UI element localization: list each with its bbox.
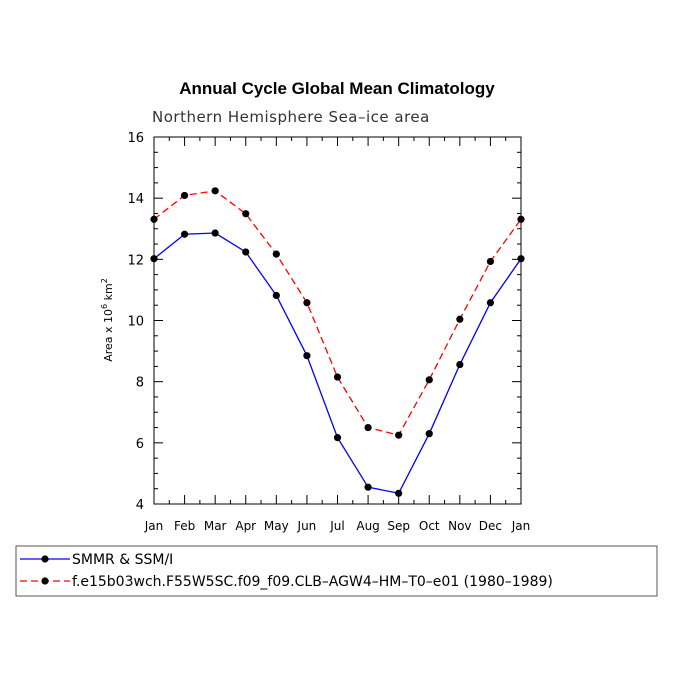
y-ticks — [154, 136, 521, 505]
x-tick-label: Aug — [356, 519, 379, 533]
legend-label-1: SMMR & SSM/I — [72, 552, 173, 568]
x-tick-label: May — [264, 519, 289, 533]
y-tick-label: 4 — [136, 498, 144, 513]
y-tick-labels: 4 6 8 10 12 14 16 — [127, 131, 144, 513]
y-tick-label: 14 — [127, 192, 144, 207]
x-tick-label: Feb — [174, 519, 195, 533]
series-1-point — [517, 255, 525, 263]
legend-marker-2 — [41, 577, 49, 585]
y-tick-label: 16 — [127, 131, 144, 146]
legend-marker-1 — [41, 555, 49, 563]
y-axis-label-unit-exp: 2 — [100, 278, 109, 283]
series-2-point — [456, 315, 464, 323]
x-tick-labels: Jan Feb Mar Apr May Jun Jul Aug Sep Oct Nov Dec Jan — [144, 519, 531, 533]
plot-frame — [153, 136, 522, 505]
series-1-point — [272, 291, 280, 300]
series-2-point — [150, 215, 158, 223]
y-tick-label: 10 — [127, 315, 144, 330]
y-tick-label: 8 — [136, 376, 144, 391]
x-tick-label: Apr — [235, 519, 256, 533]
series-2-point — [242, 210, 250, 218]
series-1-point — [242, 248, 250, 256]
series-1-point — [364, 483, 372, 491]
series-1-point — [150, 255, 158, 263]
series-2-point — [517, 215, 525, 223]
legend-label-2: f.e15b03wch.F55W5SC.f09_f09.CLB–AGW4–HM–… — [72, 574, 553, 590]
x-tick-label: Mar — [204, 519, 227, 533]
x-tick-label: Jan — [144, 519, 164, 533]
x-tick-label: Jul — [329, 519, 344, 533]
series-2-point — [425, 376, 433, 384]
series-layer — [150, 187, 525, 497]
y-axis-label-exp: 6 — [100, 304, 109, 309]
series-1-point — [303, 352, 311, 360]
series-2-point — [303, 299, 311, 307]
y-axis-label-unit: km — [102, 283, 115, 300]
x-ticks — [153, 137, 522, 504]
x-tick-label: Jun — [297, 519, 317, 533]
x-tick-label: Dec — [479, 519, 502, 533]
series-1-point — [456, 360, 464, 369]
series-1-point — [333, 434, 342, 442]
legend: SMMR & SSM/I f.e15b03wch.F55W5SC.f09_f09.… — [20, 552, 553, 590]
series-2-point — [211, 187, 219, 195]
y-tick-label: 12 — [127, 253, 144, 268]
series-2-point — [364, 423, 372, 432]
series-line-1 — [153, 232, 522, 495]
x-tick-label: Nov — [448, 519, 471, 533]
series-2-point — [272, 250, 280, 258]
series-1-point — [395, 489, 403, 497]
x-tick-label: Sep — [387, 519, 410, 533]
series-line-2 — [153, 190, 522, 436]
legend-box — [15, 545, 658, 597]
series-2-point — [486, 257, 495, 266]
series-2-point — [180, 191, 189, 200]
y-axis-label: Area x 106 km2 — [100, 278, 115, 362]
series-1-point — [425, 430, 433, 438]
x-tick-label: Jan — [511, 519, 531, 533]
y-tick-label: 6 — [136, 437, 144, 452]
series-1-point — [486, 299, 495, 307]
series-1-point — [180, 230, 189, 238]
series-2-point — [333, 373, 342, 381]
x-tick-label: Oct — [419, 519, 440, 533]
series-2-point — [395, 431, 403, 439]
y-axis-label-text: Area x 10 — [102, 309, 115, 362]
series-1-point — [211, 229, 219, 237]
chart-title: Annual Cycle Global Mean Climatology — [179, 79, 495, 98]
chart-subtitle: Northern Hemisphere Sea–ice area — [152, 108, 430, 126]
